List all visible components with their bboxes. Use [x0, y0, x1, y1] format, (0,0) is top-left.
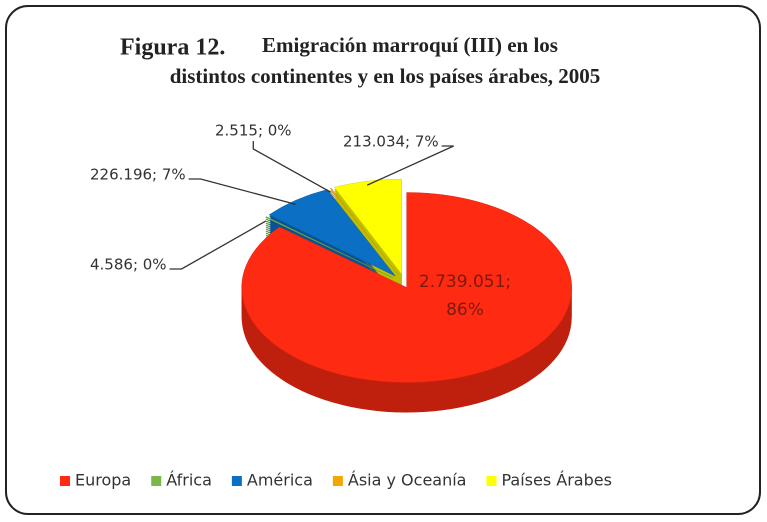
data-label: 4.586; 0% [90, 256, 167, 274]
legend-swatch [486, 476, 497, 486]
data-label: 2.739.051; 86% [419, 272, 511, 320]
figure-label: Figura 12. [120, 35, 225, 61]
chart-title: distintos continentes y en los países ár… [170, 64, 601, 88]
chart-title: Emigración marroquí (III) en los [262, 33, 558, 57]
legend-label: Países Árabes [501, 471, 611, 490]
legend-swatch [151, 476, 162, 486]
legend-swatch [60, 476, 70, 486]
legend-label: América [247, 471, 313, 490]
leader-line [188, 178, 296, 205]
leader-line [169, 220, 267, 270]
slice [333, 178, 402, 275]
slice [265, 216, 393, 279]
leader-line [252, 141, 332, 193]
slice [329, 187, 399, 275]
legend-label: Ásia y Oceanía [348, 471, 467, 490]
legend-label: Europa [75, 471, 131, 490]
slice [241, 192, 572, 383]
legend-label: África [166, 471, 212, 490]
legend-swatch [231, 476, 242, 486]
data-label: 2.515; 0% [215, 122, 292, 140]
legend-swatch [332, 476, 343, 486]
leader-line [366, 145, 454, 186]
data-label: 226.196; 7% [90, 166, 186, 184]
data-label: 213.034; 7% [343, 133, 439, 151]
